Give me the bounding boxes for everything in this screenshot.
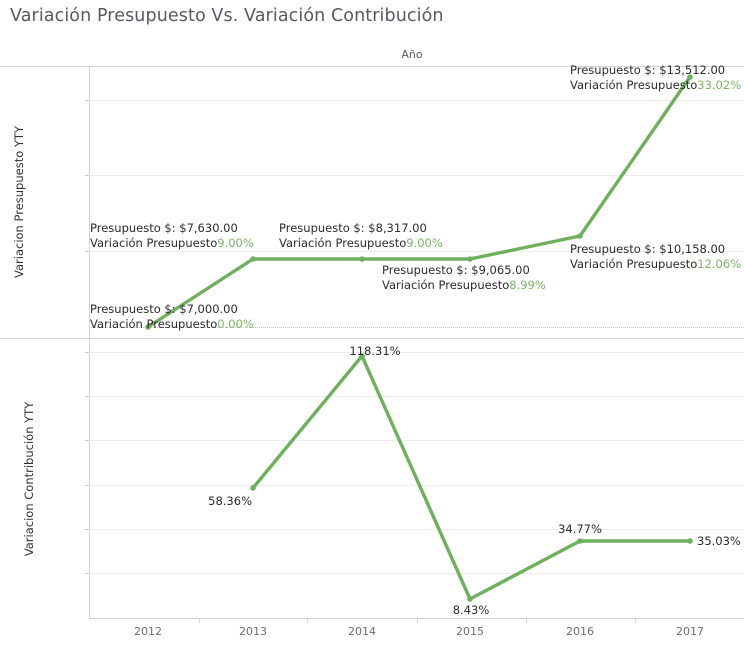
top-label-2014-line2: Variación Presupuesto9.00% [279, 235, 443, 250]
gridline-30 [89, 100, 744, 101]
gridline-100 [89, 396, 744, 397]
ytickmark-bottom-60 [85, 485, 89, 486]
page-title: Variación Presupuesto Vs. Variación Cont… [10, 6, 444, 26]
bottom-data-label-2017: 35.03% [697, 534, 741, 548]
ytickmark-top-20 [85, 175, 89, 176]
top-data-label-2012: Presupuesto $: $7,000.00 Variación Presu… [90, 302, 254, 331]
top-label-2017-line2: Variación Presupuesto33.02% [570, 77, 742, 92]
top-label-2017-line1: Presupuesto $: $13,512.00 [570, 63, 726, 77]
ytickmark-bottom-80 [85, 440, 89, 441]
ytickmark-top-10 [85, 251, 89, 252]
top-label-2013-value: 9.00% [217, 235, 254, 250]
gridline-20 [89, 573, 744, 574]
top-label-2017-value: 33.02% [697, 77, 742, 92]
top-label-2015-line1: Presupuesto $: $9,065.00 [382, 263, 530, 277]
xtickmark-4 [635, 618, 636, 623]
top-label-2015-line2: Variación Presupuesto8.99% [382, 277, 546, 292]
gridline-80 [89, 440, 744, 441]
bottom-panel-axis-line [89, 339, 90, 618]
top-data-label-2016: Presupuesto $: $10,158.00 Variación Pres… [570, 242, 741, 271]
xtickmark-3 [526, 618, 527, 623]
top-label-2014-line1: Presupuesto $: $8,317.00 [279, 221, 427, 235]
top-label-2015-value: 8.99% [509, 277, 546, 292]
gridline-20 [89, 175, 744, 176]
ytickmark-bottom-100 [85, 396, 89, 397]
gridline-10 [89, 251, 744, 252]
gridline-120 [89, 352, 744, 353]
bottom-data-label-2014: 118.31% [349, 344, 401, 358]
xtick-2016: 2016 [566, 625, 594, 638]
top-panel-axis-line [89, 66, 90, 338]
ytickmark-top-30 [85, 100, 89, 101]
top-panel-bottom-border [0, 338, 744, 339]
ytickmark-bottom-120 [85, 352, 89, 353]
top-label-2013-line1: Presupuesto $: $7,630.00 [90, 221, 238, 235]
xtickmark-0 [199, 618, 200, 623]
top-label-2016-line1: Presupuesto $: $10,158.00 [570, 242, 726, 256]
top-label-2012-value: 0.00% [217, 316, 254, 331]
column-header-label: Año [401, 48, 423, 61]
top-label-2016-line2: Variación Presupuesto12.06% [570, 256, 742, 271]
xtick-2015: 2015 [456, 625, 484, 638]
xtickmark-2 [417, 618, 418, 623]
xtick-2012: 2012 [134, 625, 162, 638]
top-data-label-2014: Presupuesto $: $8,317.00 Variación Presu… [279, 221, 443, 250]
top-label-2016-value: 12.06% [697, 256, 742, 271]
bottom-data-label-2015: 8.43% [452, 603, 490, 617]
top-label-2012-line1: Presupuesto $: $7,000.00 [90, 302, 238, 316]
top-label-2012-line2: Variación Presupuesto0.00% [90, 316, 254, 331]
bottom-data-label-2016: 34.77% [558, 522, 602, 536]
bottom-panel-bottom-border [89, 618, 744, 619]
xtick-2014: 2014 [348, 625, 376, 638]
gridline-zero [89, 327, 744, 328]
xtick-2013: 2013 [239, 625, 267, 638]
top-data-label-2013: Presupuesto $: $7,630.00 Variación Presu… [90, 221, 254, 250]
top-panel-top-border [0, 66, 744, 67]
bottom-data-label-2013: 58.36% [208, 494, 252, 508]
gridline-60 [89, 485, 744, 486]
top-label-2013-line2: Variación Presupuesto9.00% [90, 235, 254, 250]
top-data-label-2017: Presupuesto $: $13,512.00 Variación Pres… [570, 63, 741, 92]
gridline-40 [89, 529, 744, 530]
ytickmark-bottom-40 [85, 529, 89, 530]
column-header-ano: Año [0, 48, 744, 61]
xtickmark-1 [307, 618, 308, 623]
ytickmark-bottom-20 [85, 573, 89, 574]
top-label-2014-value: 9.00% [406, 235, 443, 250]
xtick-2017: 2017 [676, 625, 704, 638]
top-data-label-2015: Presupuesto $: $9,065.00 Variación Presu… [382, 263, 546, 292]
